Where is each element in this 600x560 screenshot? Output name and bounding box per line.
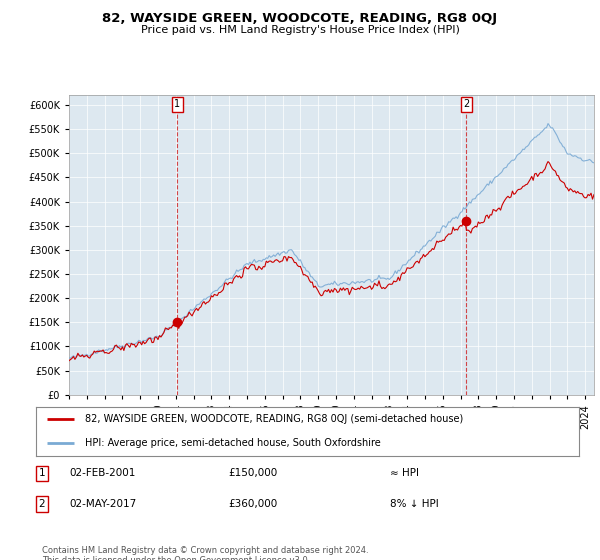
Text: 2: 2 [38, 499, 46, 509]
Text: 02-FEB-2001: 02-FEB-2001 [69, 468, 136, 478]
Text: 8% ↓ HPI: 8% ↓ HPI [390, 499, 439, 509]
Text: 1: 1 [38, 468, 46, 478]
Text: £150,000: £150,000 [228, 468, 277, 478]
Text: £360,000: £360,000 [228, 499, 277, 509]
Text: ≈ HPI: ≈ HPI [390, 468, 419, 478]
Text: 82, WAYSIDE GREEN, WOODCOTE, READING, RG8 0QJ: 82, WAYSIDE GREEN, WOODCOTE, READING, RG… [103, 12, 497, 25]
Text: Price paid vs. HM Land Registry's House Price Index (HPI): Price paid vs. HM Land Registry's House … [140, 25, 460, 35]
Text: 82, WAYSIDE GREEN, WOODCOTE, READING, RG8 0QJ (semi-detached house): 82, WAYSIDE GREEN, WOODCOTE, READING, RG… [85, 414, 463, 424]
Text: 02-MAY-2017: 02-MAY-2017 [69, 499, 136, 509]
Text: 2: 2 [463, 99, 470, 109]
Text: Contains HM Land Registry data © Crown copyright and database right 2024.
This d: Contains HM Land Registry data © Crown c… [42, 546, 368, 560]
Text: 1: 1 [174, 99, 180, 109]
Text: HPI: Average price, semi-detached house, South Oxfordshire: HPI: Average price, semi-detached house,… [85, 437, 380, 447]
